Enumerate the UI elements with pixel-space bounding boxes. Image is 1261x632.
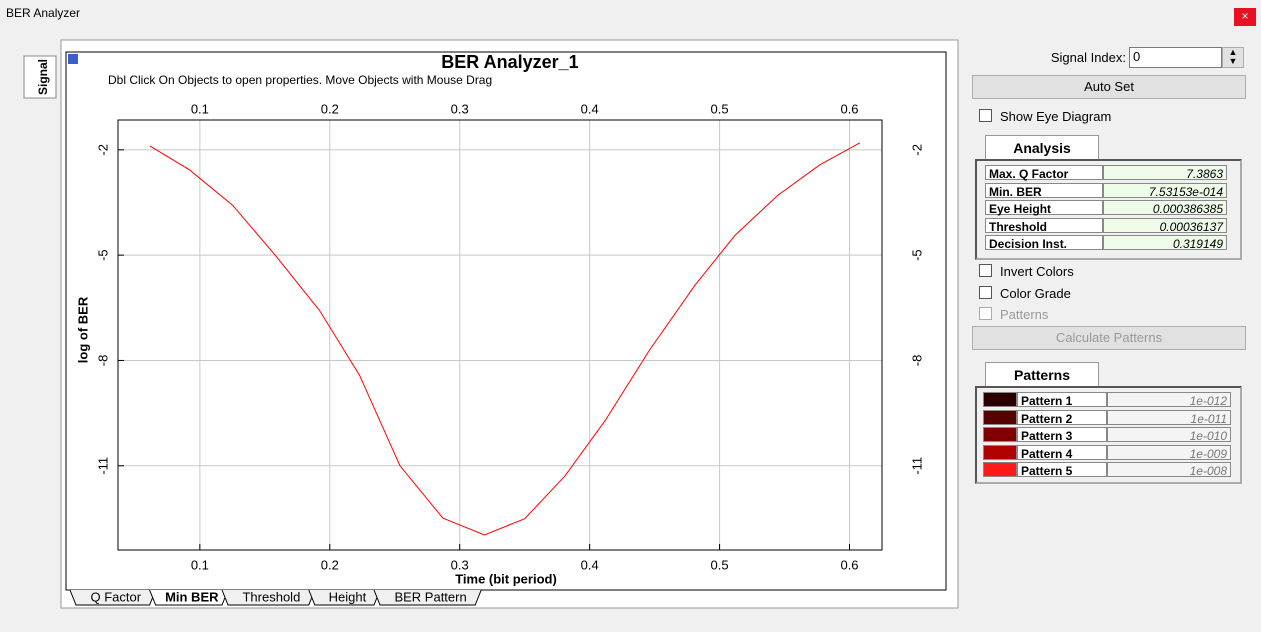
analysis-label: Decision Inst. [985,235,1103,251]
analysis-row: Threshold 0.00036137 [985,217,1231,234]
spinner[interactable]: ▲ ▼ [1222,47,1244,68]
pattern-row: Pattern 2 1e-011 [983,409,1233,426]
x-tick-label: 0.2 [321,557,339,572]
color-grade-label: Color Grade [1000,286,1071,301]
pattern-swatch [983,462,1017,477]
x-tick-label: 0.6 [840,101,858,116]
plot-tab-label: Height [329,589,367,604]
analysis-tab[interactable]: Analysis [985,135,1099,161]
analysis-row: Min. BER 7.53153e-014 [985,182,1231,199]
pattern-row: Pattern 5 1e-008 [983,462,1233,478]
pattern-value: 1e-012 [1107,392,1231,408]
x-tick-label: 0.4 [581,101,599,116]
window-icon [68,54,78,64]
y-tick-label: -2 [95,144,110,156]
pattern-name: Pattern 5 [1017,462,1107,478]
pattern-value: 1e-010 [1107,427,1231,443]
y-tick-label: -11 [95,457,110,475]
pattern-name: Pattern 2 [1017,409,1107,426]
y-tick-label: -5 [95,249,110,261]
chart-title: BER Analyzer_1 [441,52,578,72]
pattern-value: 1e-009 [1107,444,1231,461]
auto-set-button[interactable]: Auto Set [972,75,1246,99]
x-tick-label: 0.5 [711,101,729,116]
analysis-row: Max. Q Factor 7.3863 [985,165,1231,181]
analysis-label: Max. Q Factor [985,165,1103,181]
color-grade-checkbox[interactable]: Color Grade [979,286,1071,301]
analysis-value: 0.000386385 [1103,200,1227,216]
analysis-row: Eye Height 0.000386385 [985,200,1231,216]
pattern-row: Pattern 1 1e-012 [983,392,1233,408]
plot-tab-label: Threshold [242,589,300,604]
x-tick-label: 0.6 [840,557,858,572]
analysis-value: 0.319149 [1103,235,1227,251]
invert-label: Invert Colors [1000,264,1074,279]
signal-index-label: Signal Index: [1050,50,1126,65]
x-tick-label: 0.4 [581,557,599,572]
close-button[interactable]: × [1234,8,1256,26]
show-eye-label: Show Eye Diagram [1000,109,1112,124]
plot-tab-label: BER Pattern [394,589,466,604]
analysis-label: Threshold [985,217,1103,234]
patterns-checkbox: Patterns [979,307,1048,322]
x-tick-label: 0.3 [451,557,469,572]
plot-area [117,119,883,551]
pattern-value: 1e-008 [1107,462,1231,478]
y-tick-label: -11 [909,457,924,475]
show-eye-checkbox[interactable]: Show Eye Diagram [979,109,1111,124]
analysis-table: Max. Q Factor 7.3863 Min. BER 7.53153e-014 E… [975,159,1242,260]
pattern-row: Pattern 4 1e-009 [983,444,1233,461]
x-axis-label: Time (bit period) [455,571,557,586]
analysis-label: Min. BER [985,182,1103,199]
pattern-swatch [983,444,1017,460]
patterns-check-label: Patterns [1000,307,1049,322]
side-tab[interactable] [23,55,57,99]
pattern-name: Pattern 4 [1017,444,1107,461]
y-tick-label: -5 [909,249,924,261]
y-axis-label: log of BER [75,296,90,363]
x-tick-label: 0.1 [191,101,209,116]
analysis-value: 7.53153e-014 [1103,182,1227,199]
invert-checkbox[interactable]: Invert Colors [979,264,1074,279]
x-tick-label: 0.1 [191,557,209,572]
analysis-value: 0.00036137 [1103,217,1227,234]
analysis-value: 7.3863 [1103,165,1227,181]
pattern-name: Pattern 3 [1017,427,1107,443]
pattern-value: 1e-011 [1107,409,1231,426]
plot-tab-label: Min BER [165,589,219,604]
pattern-swatch [983,409,1017,425]
line [149,142,861,536]
y-tick-label: -2 [909,144,924,156]
pattern-name: Pattern 1 [1017,392,1107,408]
y-tick-label: -8 [95,355,110,367]
pattern-row: Pattern 3 1e-010 [983,427,1233,443]
plot-tab-label: Q Factor [91,589,142,604]
analysis-row: Decision Inst. 0.319149 [985,235,1231,251]
plot-tab[interactable] [373,589,482,606]
patterns-tab[interactable]: Patterns [985,362,1099,388]
y-tick-label: -8 [909,355,924,367]
pattern-swatch [983,392,1017,407]
signal-index-input[interactable]: 0 [1129,47,1222,68]
plot-window [65,51,947,591]
analysis-label: Eye Height [985,200,1103,216]
window-title: BER Analyzer [6,6,81,20]
x-tick-label: 0.3 [451,101,469,116]
x-tick-label: 0.5 [711,557,729,572]
pattern-swatch [983,427,1017,442]
calculate-patterns-button: Calculate Patterns [972,326,1246,350]
side-tab-label: Signal [36,59,50,95]
x-tick-label: 0.2 [321,101,339,116]
chart-subtitle: Dbl Click On Objects to open properties.… [108,73,492,87]
